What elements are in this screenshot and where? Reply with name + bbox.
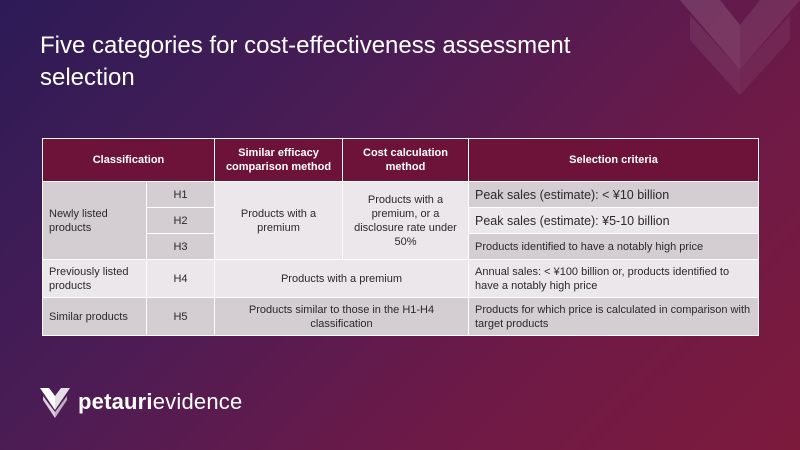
code-h5: H5 (146, 297, 215, 336)
logo-wordmark: petaurievidence (78, 389, 243, 414)
company-logo: petaurievidence (40, 382, 242, 422)
petauri-mark-icon (40, 388, 70, 418)
criteria-h3: Products identified to have a notably hi… (468, 233, 759, 260)
criteria-h4: Annual sales: < ¥100 billion or, product… (468, 259, 759, 298)
cost-method-cell: Products with a premium, or a disclosure… (342, 181, 469, 260)
code-h1: H1 (146, 181, 215, 208)
h5-method-cell: Products similar to those in the H1-H4 c… (214, 297, 469, 336)
header-selection-criteria: Selection criteria (468, 138, 759, 182)
table-row: Previously listed products H4 Products w… (42, 259, 759, 298)
table-row: Similar products H5 Products similar to … (42, 297, 759, 336)
header-classification: Classification (42, 138, 215, 182)
chevron-decoration (680, 0, 800, 95)
premium-method-cell: Products with a premium (214, 181, 343, 260)
criteria-h2: Peak sales (estimate): ¥5-10 billion (468, 207, 759, 234)
criteria-h5: Products for which price is calculated i… (468, 297, 759, 336)
similar-products-label: Similar products (42, 297, 147, 336)
previously-listed-label: Previously listed products (42, 259, 147, 298)
header-similar-efficacy: Similar efficacy comparison method (214, 138, 343, 182)
slide-title: Five categories for cost-effectiveness a… (40, 32, 571, 91)
code-h2: H2 (146, 207, 215, 234)
table-row: H3 Products identified to have a notably… (43, 233, 759, 260)
newly-listed-label: Newly listed products (42, 181, 147, 260)
table-row: Newly listed products H1 Products with a… (42, 181, 759, 260)
code-h3: H3 (146, 233, 215, 260)
criteria-h1: Peak sales (estimate): < ¥10 billion (468, 181, 759, 208)
classification-table: Classification Similar efficacy comparis… (42, 138, 759, 336)
h4-method-cell: Products with a premium (214, 259, 469, 298)
header-cost-calculation: Cost calculation method (342, 138, 469, 182)
code-h4: H4 (146, 259, 215, 298)
